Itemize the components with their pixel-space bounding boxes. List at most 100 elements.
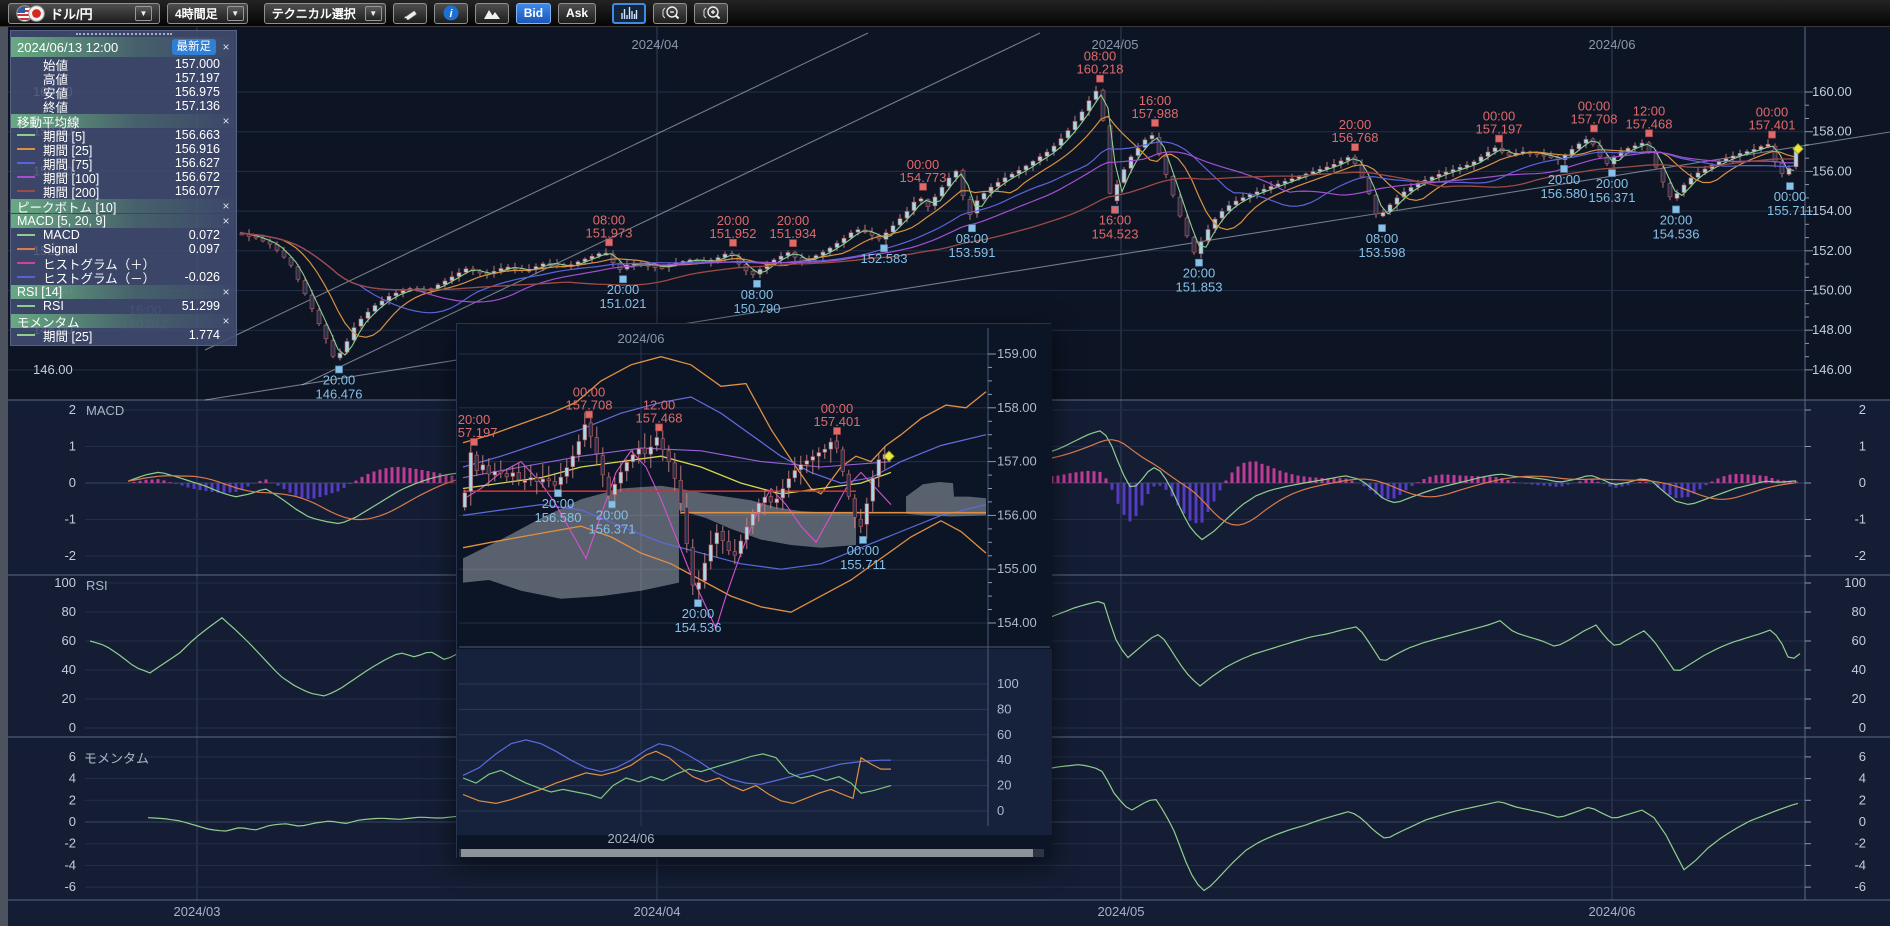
- chevron-down-icon[interactable]: ▼: [364, 5, 382, 21]
- svg-text:1: 1: [69, 439, 76, 454]
- close-icon[interactable]: ×: [222, 114, 230, 128]
- indicator-label: MACD: [43, 228, 80, 242]
- indicator-header: RSI [14] ×: [11, 285, 236, 299]
- svg-text:0: 0: [69, 475, 76, 490]
- svg-text:156.00: 156.00: [1812, 163, 1852, 178]
- svg-text:08:00: 08:00: [1366, 231, 1399, 246]
- svg-text:158.00: 158.00: [997, 400, 1037, 415]
- indicator-value: 1.774: [188, 328, 220, 342]
- indicator-value: 157.136: [174, 99, 220, 113]
- close-icon[interactable]: ×: [222, 314, 230, 328]
- currency-pair-selector[interactable]: ドル/円 ▼: [8, 2, 160, 24]
- svg-text:20:00: 20:00: [596, 507, 629, 522]
- mountain-icon: [483, 9, 500, 19]
- technical-indicator-selector[interactable]: テクニカル選択 ▼: [263, 2, 386, 24]
- indicator-value: 51.299: [181, 299, 220, 313]
- svg-text:154.536: 154.536: [1653, 226, 1700, 241]
- peak-bottom-annotations: 08:00151.97320:00151.95220:00151.93400:0…: [122, 49, 1814, 402]
- svg-text:157.00: 157.00: [997, 454, 1037, 469]
- svg-text:20:00: 20:00: [717, 213, 750, 228]
- bid-button[interactable]: Bid: [515, 2, 552, 24]
- series-color-swatch: [17, 162, 37, 164]
- svg-text:160.218: 160.218: [1077, 62, 1124, 77]
- svg-text:i: i: [449, 8, 453, 20]
- svg-text:153.598: 153.598: [1359, 245, 1406, 260]
- indicator-info-panel[interactable]: 2024/06/13 12:00 最新足 × 始値 157.000 高値 157…: [10, 30, 237, 346]
- indicator-row: MACD 0.072: [11, 228, 236, 242]
- svg-text:20:00: 20:00: [1183, 266, 1216, 281]
- close-icon[interactable]: ×: [222, 199, 230, 213]
- svg-text:12:00: 12:00: [1633, 103, 1666, 118]
- svg-text:157.197: 157.197: [1476, 122, 1523, 137]
- svg-text:20:00: 20:00: [542, 496, 575, 511]
- draw-tool-button[interactable]: [392, 2, 427, 24]
- svg-text:2: 2: [69, 792, 76, 807]
- close-icon[interactable]: ×: [222, 40, 230, 54]
- chevron-down-icon[interactable]: ▼: [226, 5, 244, 21]
- svg-text:157.988: 157.988: [1132, 106, 1179, 121]
- indicator-row: ヒストグラム（＋）: [11, 256, 236, 272]
- popup-chart-canvas[interactable]: 159.00 158.00 157.00 156.00 155.00 154.00 100 8…: [457, 324, 1052, 859]
- japan-flag-icon: [28, 4, 45, 22]
- timeframe-selector[interactable]: 4時間足 ▼: [167, 2, 248, 24]
- svg-text:157.468: 157.468: [1626, 116, 1673, 131]
- svg-text:-2: -2: [1854, 548, 1866, 563]
- indicator-label: 期間 [100]: [43, 171, 100, 186]
- close-icon[interactable]: ×: [222, 285, 230, 299]
- indicator-display-button[interactable]: [612, 2, 647, 24]
- indicator-value: 157.197: [174, 71, 220, 85]
- svg-text:16:00: 16:00: [1099, 213, 1132, 228]
- svg-text:2: 2: [69, 402, 76, 417]
- series-color-swatch: [17, 234, 37, 236]
- indicator-label: 期間 [25]: [43, 329, 93, 344]
- svg-text:151.973: 151.973: [586, 225, 633, 240]
- series-color-swatch: [17, 276, 37, 278]
- indicator-label: 終値: [43, 100, 69, 115]
- svg-text:155.711: 155.711: [840, 557, 886, 572]
- series-color-swatch: [17, 248, 37, 250]
- indicator-header-label: RSI [14]: [17, 285, 63, 299]
- svg-text:-4: -4: [1854, 857, 1866, 872]
- zoom-in-button[interactable]: [694, 2, 729, 24]
- svg-text:20:00: 20:00: [607, 282, 640, 297]
- svg-text:20:00: 20:00: [682, 606, 715, 621]
- info-button[interactable]: i: [433, 2, 468, 24]
- svg-text:156.580: 156.580: [535, 510, 582, 525]
- us-flag-icon: [16, 4, 33, 22]
- svg-text:60: 60: [62, 633, 76, 648]
- svg-text:08:00: 08:00: [1084, 49, 1117, 64]
- series-color-swatch: [17, 334, 37, 336]
- svg-text:100: 100: [54, 575, 76, 590]
- svg-text:156.00: 156.00: [997, 507, 1037, 522]
- popup-candles: [462, 412, 887, 603]
- svg-text:-2: -2: [64, 548, 76, 563]
- detail-chart-popup[interactable]: 159.00 158.00 157.00 156.00 155.00 154.00 100 8…: [456, 323, 1052, 859]
- svg-text:157.468: 157.468: [636, 410, 683, 425]
- svg-text:00:00: 00:00: [573, 385, 606, 400]
- chart-type-button[interactable]: [474, 2, 509, 24]
- indicator-row: 期間 [25] 156.916: [11, 142, 236, 158]
- indicator-row: 期間 [5] 156.663: [11, 128, 236, 144]
- svg-text:80: 80: [997, 701, 1011, 716]
- indicator-row: Signal 0.097: [11, 242, 236, 256]
- panel-drag-handle[interactable]: [11, 31, 236, 37]
- svg-text:151.934: 151.934: [770, 226, 817, 241]
- indicator-value: 0.097: [188, 242, 220, 256]
- popup-scrollbar[interactable]: [459, 849, 1044, 857]
- close-icon[interactable]: ×: [222, 214, 230, 228]
- zoom-out-button[interactable]: [653, 2, 688, 24]
- svg-text:4: 4: [69, 771, 76, 786]
- svg-text:146.00: 146.00: [33, 362, 73, 377]
- svg-text:2: 2: [1859, 792, 1866, 807]
- ask-button[interactable]: Ask: [558, 2, 597, 24]
- indicator-label: ヒストグラム（＋）: [43, 257, 156, 272]
- indicator-header-label: モメンタム: [17, 315, 80, 330]
- pane-titles: MACD RSI モメンタム: [84, 403, 149, 766]
- indicator-row: 高値 157.197: [11, 71, 236, 87]
- svg-text:20:00: 20:00: [323, 372, 356, 387]
- svg-text:100: 100: [1844, 575, 1866, 590]
- zoom-out-icon: [662, 6, 680, 20]
- chevron-down-icon[interactable]: ▼: [135, 5, 152, 21]
- left-scrollbar[interactable]: [0, 27, 8, 926]
- indicator-row: 期間 [200] 156.077: [11, 184, 236, 200]
